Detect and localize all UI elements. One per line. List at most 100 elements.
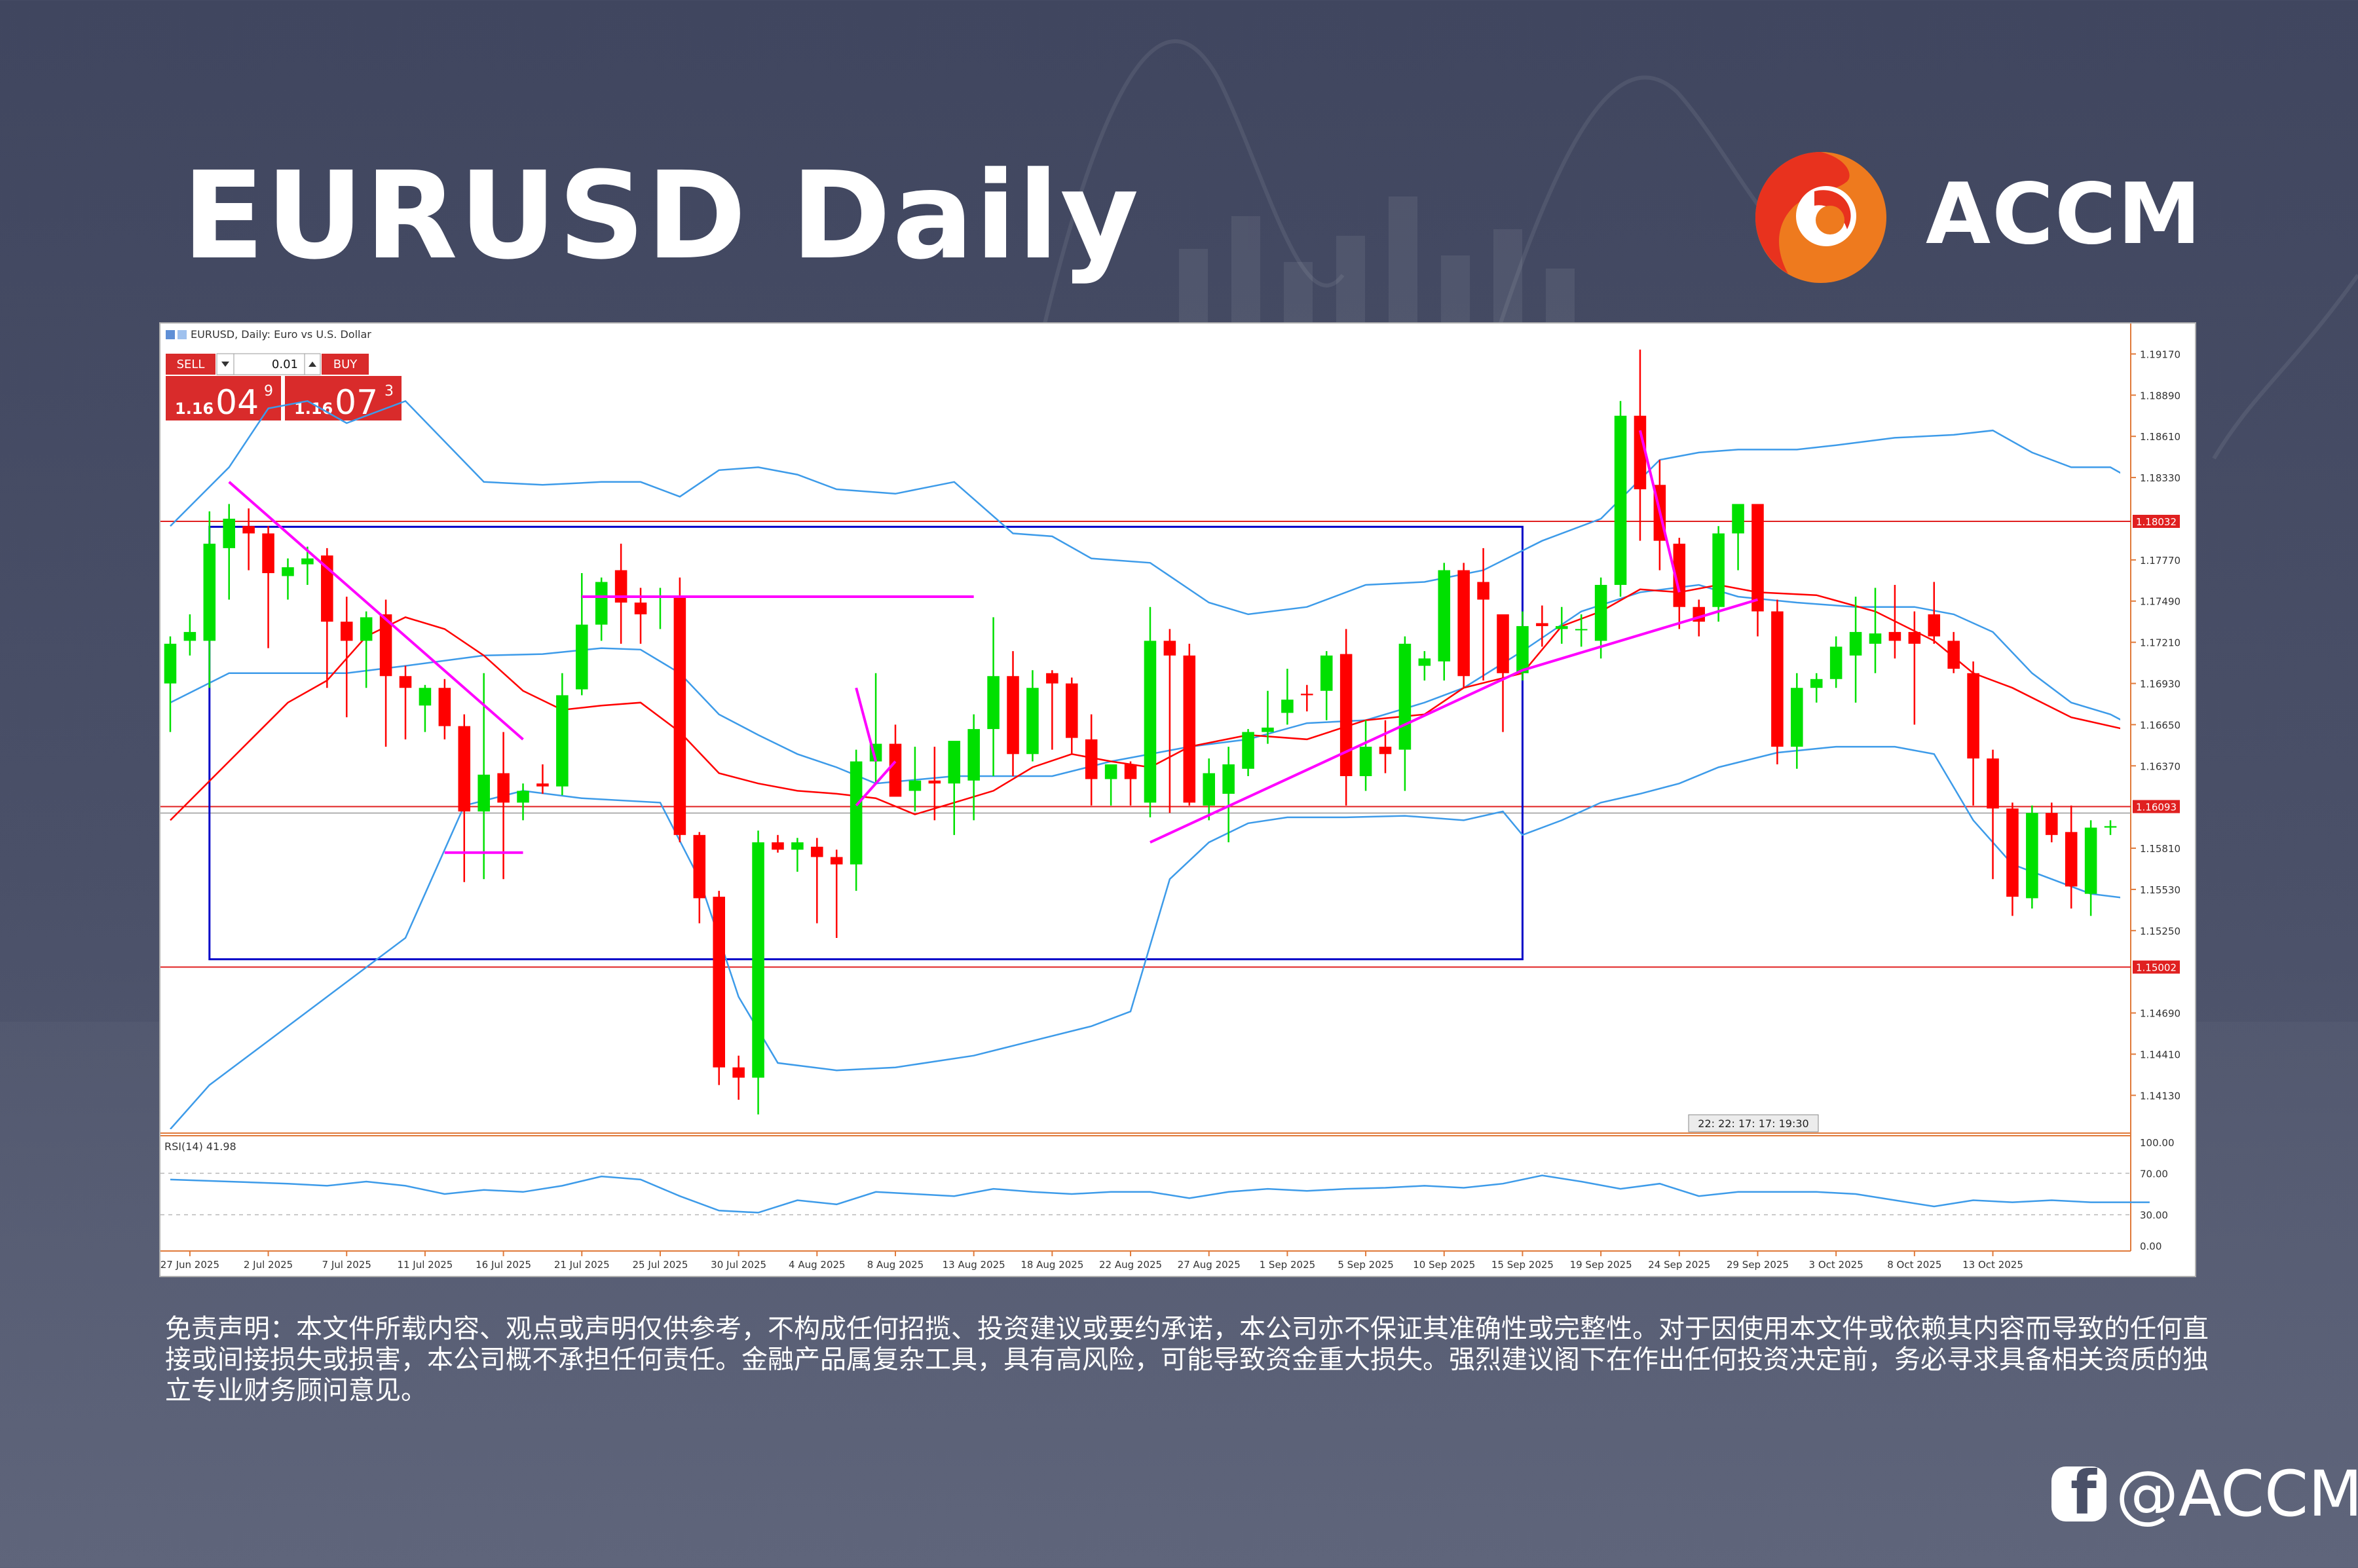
candle	[262, 526, 274, 648]
candle	[419, 684, 432, 732]
candle-body	[1242, 732, 1254, 769]
candle-body	[1104, 764, 1117, 779]
price-level-label: 1.18032	[2136, 516, 2177, 528]
trendline	[1150, 669, 1524, 844]
candle-body	[438, 688, 451, 726]
candle	[1242, 729, 1254, 776]
candle	[2065, 805, 2078, 909]
price-tick-label: 1.16370	[2140, 760, 2180, 772]
session-readout-text: 22: 22: 17: 17: 19:30	[1698, 1117, 1808, 1130]
candle	[1536, 605, 1548, 647]
rsi-panel: 100.00 70.00 30.00 0.00	[160, 1137, 2175, 1252]
brand-logo: ACCM	[1749, 145, 2201, 289]
candle	[1673, 538, 1686, 629]
candle-body	[1124, 764, 1137, 779]
candle-body	[399, 676, 412, 688]
candle-body	[1163, 641, 1176, 656]
buy-price-sup: 3	[384, 383, 394, 400]
lot-size-value: 0.01	[272, 358, 298, 371]
candle	[183, 614, 196, 656]
candle	[1144, 607, 1157, 817]
candle-body	[1320, 655, 1333, 691]
sell-price-sup: 9	[264, 383, 273, 400]
candle	[1124, 761, 1137, 806]
bollinger-lower	[170, 745, 2120, 1129]
candle	[1810, 673, 1823, 703]
candle	[360, 611, 373, 688]
candle	[595, 577, 608, 641]
sell-price-prefix: 1.16	[175, 400, 214, 418]
candle-body	[1614, 415, 1627, 586]
candle	[850, 749, 863, 891]
price-tick-label: 1.17770	[2140, 555, 2180, 567]
candle-body	[536, 783, 549, 787]
symbol-caption: EURUSD, Daily: Euro vs U.S. Dollar	[166, 328, 371, 341]
candle-body	[477, 774, 490, 812]
social-handle: @ACCM	[2116, 1457, 2358, 1531]
candle	[1085, 714, 1098, 806]
buy-button[interactable]	[322, 354, 369, 375]
time-tick-label: 15 Sep 2025	[1491, 1259, 1554, 1271]
time-tick-label: 8 Aug 2025	[867, 1259, 924, 1271]
candle	[1888, 585, 1901, 659]
candle-body	[301, 558, 314, 565]
buy-button-label: BUY	[333, 358, 358, 371]
candle-body	[1732, 504, 1744, 534]
buy-price-box[interactable]	[285, 376, 402, 420]
candle-body	[203, 544, 216, 641]
time-tick-label: 13 Oct 2025	[1962, 1259, 2023, 1271]
trendline	[855, 760, 897, 807]
one-click-trading-panel[interactable]: SELL 0.01 BUY 1.16 04 9 1.16 07 3	[166, 353, 402, 422]
price-axis: 1.18032 1.16093 1.15002 1.19170 1.18890 1.186…	[2131, 348, 2180, 1102]
candle	[791, 838, 804, 872]
trading-terminal-chart[interactable]: EURUSD, Daily: Euro vs U.S. Dollar SELL …	[159, 322, 2196, 1277]
candle-body	[458, 726, 471, 812]
candle-body	[2046, 813, 2058, 835]
candle	[614, 544, 627, 644]
candle	[1908, 611, 1921, 725]
candle	[1634, 349, 1647, 541]
candle-body	[673, 596, 686, 835]
candle	[497, 732, 510, 880]
candle	[1418, 651, 1431, 681]
candle-body	[1497, 614, 1509, 673]
candle-body	[1262, 727, 1274, 732]
candle-body	[1556, 625, 1568, 629]
candle	[1163, 629, 1176, 813]
candle-body	[1438, 570, 1451, 662]
price-level-tag	[2133, 515, 2180, 529]
price-level-tag	[2133, 960, 2180, 974]
price-tick-label: 1.16930	[2140, 679, 2180, 690]
sell-button[interactable]	[166, 354, 215, 375]
trendlines	[228, 430, 1759, 854]
candle-body	[1066, 683, 1078, 738]
candle-body	[987, 676, 1000, 730]
time-tick-label: 19 Sep 2025	[1570, 1259, 1632, 1271]
candle-body	[1144, 641, 1157, 803]
range-rectangle	[208, 525, 1524, 961]
time-tick-label: 24 Sep 2025	[1648, 1259, 1710, 1271]
candles	[164, 349, 2117, 1115]
candle-body	[1849, 631, 1862, 656]
candle	[1869, 588, 1882, 673]
candle-body	[1339, 654, 1353, 776]
candle	[1301, 684, 1313, 712]
candlestick-chart[interactable]: EURUSD, Daily: Euro vs U.S. Dollar SELL …	[159, 322, 2196, 1277]
time-tick-label: 25 Jul 2025	[633, 1259, 688, 1271]
candle	[2006, 802, 2019, 916]
rsi-label: RSI(14) 41.98	[164, 1140, 236, 1153]
candle	[1614, 401, 1627, 597]
candle-body	[517, 791, 529, 803]
candle	[830, 849, 843, 939]
candle	[2046, 802, 2058, 843]
price-tick-label: 1.15530	[2140, 884, 2180, 896]
candle-body	[379, 614, 392, 677]
sell-price-box[interactable]	[166, 376, 281, 420]
social-handle-block[interactable]: f @ACCM	[2051, 1458, 2358, 1530]
candle-body	[556, 695, 569, 787]
time-tick-label: 1 Sep 2025	[1260, 1259, 1316, 1271]
candle	[987, 617, 1000, 776]
candle	[1556, 607, 1568, 644]
candle-body	[1634, 415, 1647, 490]
candle-body	[2026, 813, 2038, 899]
